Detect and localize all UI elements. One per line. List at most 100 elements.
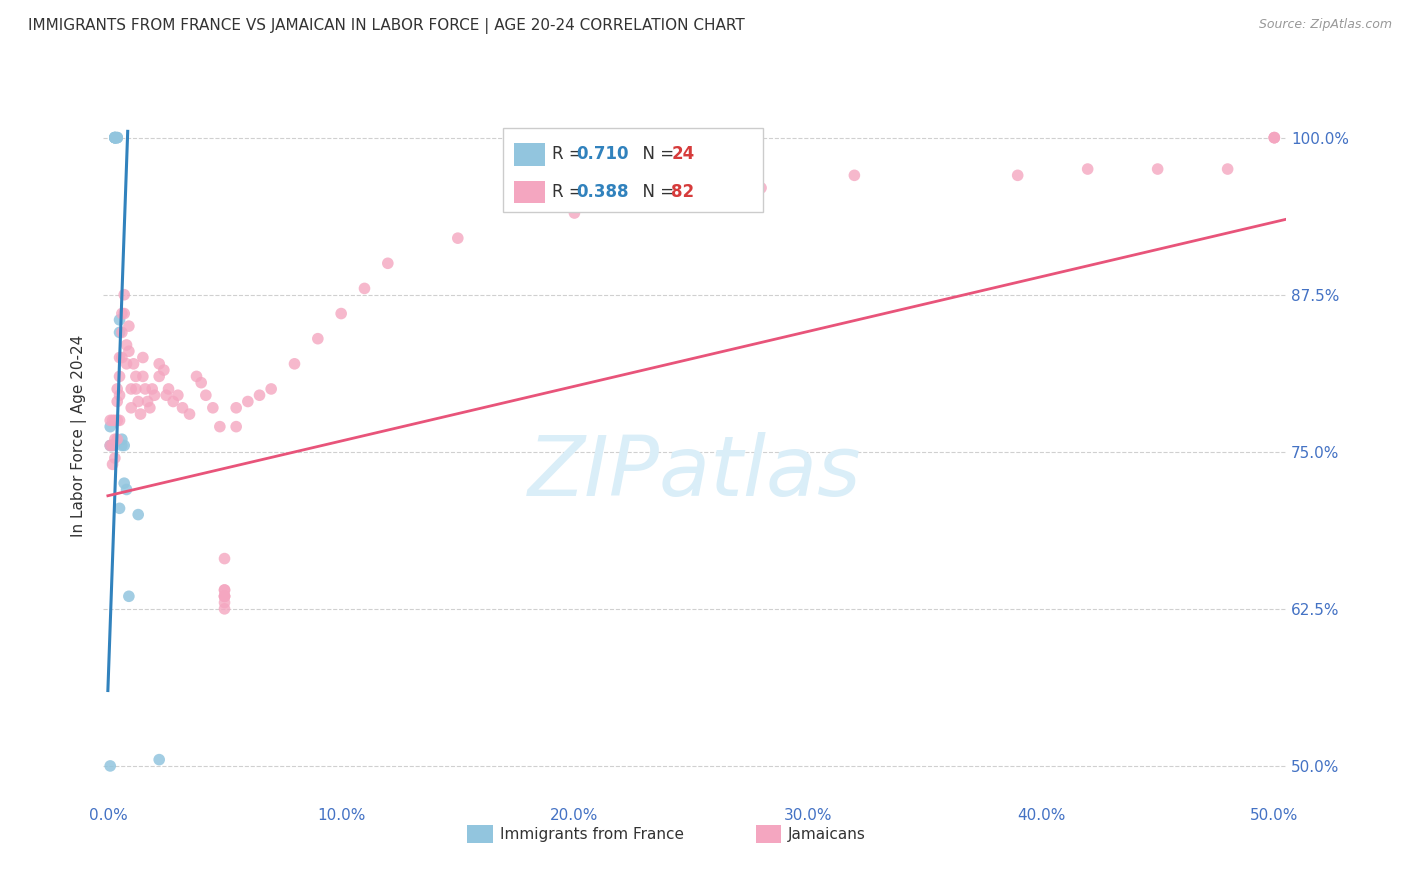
Point — [125, 369, 148, 384]
Point — [101, 413, 124, 427]
Point — [134, 382, 156, 396]
Point — [260, 382, 283, 396]
Point — [108, 501, 131, 516]
Point — [108, 326, 131, 340]
Point — [108, 313, 131, 327]
Point — [1263, 130, 1285, 145]
Point — [108, 369, 131, 384]
Point — [132, 369, 155, 384]
Point — [330, 307, 353, 321]
Text: ZIPatlas: ZIPatlas — [527, 433, 862, 513]
Point — [122, 357, 145, 371]
Point — [143, 388, 166, 402]
Text: 24: 24 — [672, 145, 695, 163]
Point — [105, 130, 128, 145]
Point — [844, 169, 866, 183]
Text: 0.710: 0.710 — [576, 145, 628, 163]
Text: N =: N = — [633, 145, 679, 163]
Point — [101, 458, 124, 472]
Point — [111, 351, 134, 365]
Point — [112, 438, 135, 452]
Text: R =: R = — [551, 183, 588, 201]
Point — [447, 231, 470, 245]
Point — [111, 307, 134, 321]
Point — [564, 206, 586, 220]
Point — [249, 388, 271, 402]
Point — [127, 394, 149, 409]
Point — [136, 394, 159, 409]
Point — [141, 382, 163, 396]
Point — [283, 357, 305, 371]
Point — [98, 438, 121, 452]
Point — [108, 351, 131, 365]
Point — [214, 589, 236, 603]
Point — [118, 589, 141, 603]
Point — [115, 483, 138, 497]
Point — [98, 759, 121, 773]
Point — [214, 596, 236, 610]
Point — [1263, 130, 1285, 145]
Point — [208, 419, 231, 434]
Text: 82: 82 — [672, 183, 695, 201]
Point — [101, 438, 124, 452]
Point — [201, 401, 224, 415]
Point — [377, 256, 399, 270]
Y-axis label: In Labor Force | Age 20-24: In Labor Force | Age 20-24 — [72, 334, 87, 537]
Point — [105, 394, 128, 409]
Point — [148, 357, 170, 371]
Point — [108, 413, 131, 427]
Point — [104, 130, 127, 145]
Point — [111, 432, 134, 446]
Text: N =: N = — [633, 183, 679, 201]
Point — [98, 419, 121, 434]
Point — [105, 130, 128, 145]
Point — [98, 438, 121, 452]
Point — [307, 332, 329, 346]
Point — [132, 351, 155, 365]
Point — [1077, 162, 1099, 177]
Point — [112, 307, 135, 321]
Point — [1007, 169, 1029, 183]
Point — [157, 382, 180, 396]
Point — [125, 382, 148, 396]
Point — [186, 369, 208, 384]
Text: IMMIGRANTS FROM FRANCE VS JAMAICAN IN LABOR FORCE | AGE 20-24 CORRELATION CHART: IMMIGRANTS FROM FRANCE VS JAMAICAN IN LA… — [28, 18, 745, 34]
Point — [172, 401, 194, 415]
Point — [1146, 162, 1168, 177]
Point — [153, 363, 176, 377]
Point — [214, 602, 236, 616]
Point — [148, 753, 170, 767]
Point — [111, 438, 134, 452]
Point — [1263, 130, 1285, 145]
Point — [236, 394, 259, 409]
Point — [214, 589, 236, 603]
Point — [104, 130, 127, 145]
Point — [353, 281, 375, 295]
Point — [167, 388, 190, 402]
Point — [111, 326, 134, 340]
Point — [104, 413, 127, 427]
Point — [104, 451, 127, 466]
Point — [115, 357, 138, 371]
Point — [749, 181, 772, 195]
Point — [155, 388, 177, 402]
Point — [214, 551, 236, 566]
Point — [194, 388, 217, 402]
Text: Immigrants from France: Immigrants from France — [501, 827, 683, 841]
Point — [105, 413, 128, 427]
Point — [115, 338, 138, 352]
Point — [139, 401, 162, 415]
Point — [1216, 162, 1239, 177]
Text: Jamaicans: Jamaicans — [787, 827, 866, 841]
Point — [148, 369, 170, 384]
Point — [129, 407, 152, 421]
Point — [112, 476, 135, 491]
Point — [112, 287, 135, 301]
Point — [105, 432, 128, 446]
Point — [108, 388, 131, 402]
Point — [214, 582, 236, 597]
Point — [104, 130, 127, 145]
Point — [120, 401, 142, 415]
Point — [98, 413, 121, 427]
Point — [104, 432, 127, 446]
